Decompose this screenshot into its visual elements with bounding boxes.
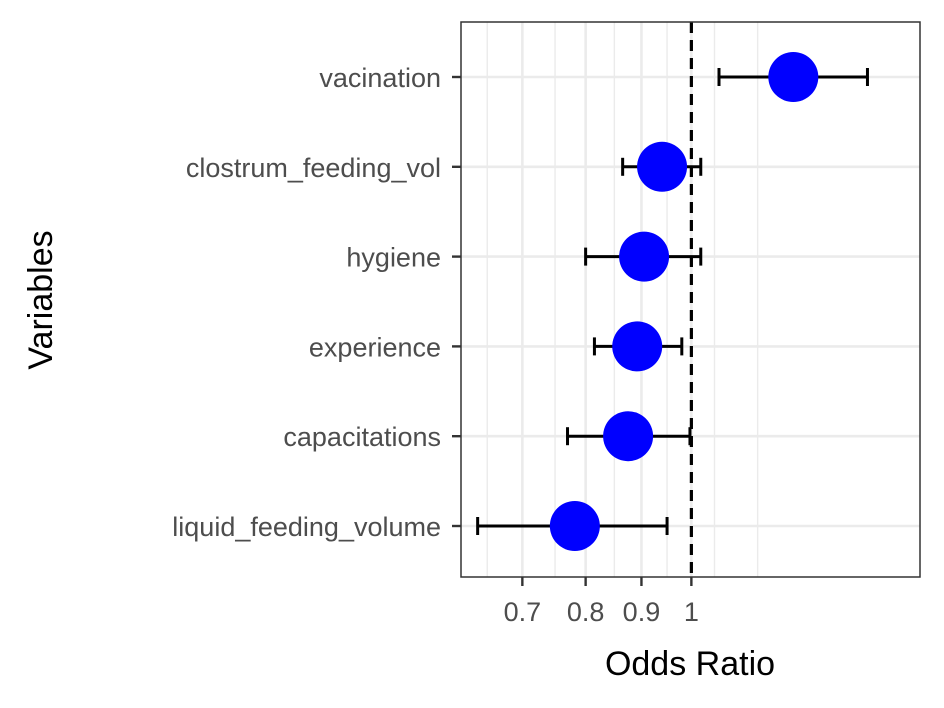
data-points [549,52,819,551]
odds-ratio-point [549,501,600,551]
y-tick-label: experience [309,332,441,362]
x-axis: 0.7 0.8 0.9 1 [504,577,699,627]
x-tick-label: 1 [684,597,699,627]
y-tick-label: liquid_feeding_volume [172,512,441,542]
y-tick-label: capacitations [283,422,441,452]
y-tick-label: hygiene [346,243,441,273]
odds-ratio-point [637,141,688,192]
odds-ratio-point [603,411,654,462]
odds-ratio-point [768,52,819,102]
y-tick-label: clostrum_feeding_vol [186,153,441,183]
y-axis-title: Variables [22,230,60,369]
odds-ratio-point [619,231,670,282]
x-tick-label: 0.7 [504,597,542,627]
odds-ratio-point [612,321,663,372]
y-tick-label: vacination [319,63,441,93]
x-tick-label: 0.8 [567,597,605,627]
x-tick-label: 0.9 [623,597,661,627]
x-axis-title: Odds Ratio [605,645,775,683]
